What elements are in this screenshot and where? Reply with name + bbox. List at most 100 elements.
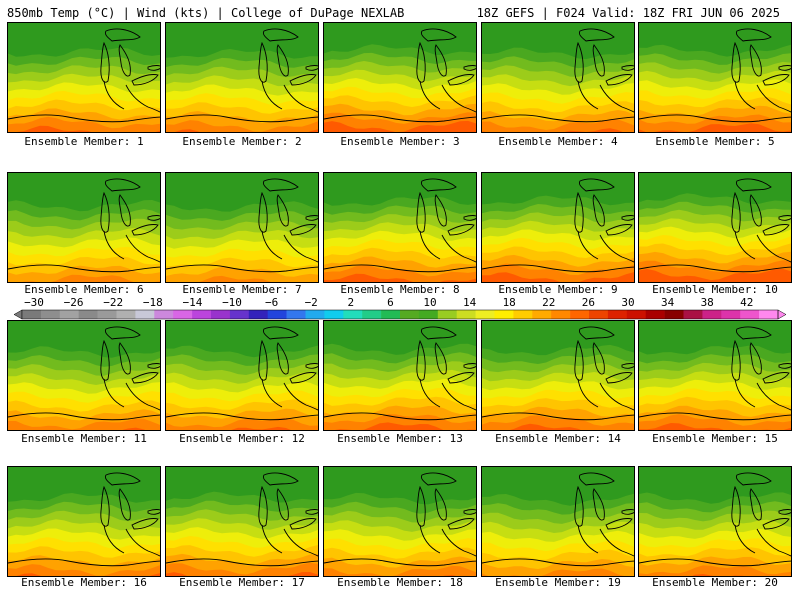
colorbar-tick-label: −14 bbox=[182, 296, 203, 309]
lake-outline bbox=[420, 178, 457, 192]
temperature-band bbox=[482, 272, 634, 282]
border-line bbox=[577, 524, 599, 554]
border-line bbox=[324, 114, 476, 123]
lake-outline bbox=[258, 339, 268, 381]
lake-outline bbox=[100, 485, 110, 527]
temperature-field bbox=[8, 173, 160, 282]
border-line bbox=[8, 264, 160, 273]
temperature-field bbox=[324, 321, 476, 430]
temperature-band bbox=[324, 414, 476, 430]
colorbar-tick-label: 14 bbox=[462, 296, 477, 309]
ensemble-member-map bbox=[638, 320, 792, 431]
temperature-field bbox=[324, 23, 476, 132]
ensemble-member-map bbox=[7, 466, 161, 577]
lake-outline bbox=[131, 224, 159, 236]
colorbar-swatch bbox=[664, 310, 684, 319]
lake-outline bbox=[749, 44, 762, 77]
lake-outline bbox=[104, 178, 141, 192]
lake-outline bbox=[778, 509, 791, 515]
temperature-field bbox=[482, 321, 634, 430]
border-line bbox=[324, 558, 476, 567]
border-line bbox=[8, 114, 160, 123]
lake-outline bbox=[147, 509, 160, 515]
border-line bbox=[283, 528, 318, 557]
border-line bbox=[734, 524, 756, 554]
border-line bbox=[756, 528, 791, 557]
border-line bbox=[756, 382, 791, 411]
lake-outline bbox=[592, 488, 605, 521]
temperature-band bbox=[639, 423, 791, 430]
temperature-band bbox=[199, 275, 271, 282]
lake-outline bbox=[420, 326, 457, 340]
lake-outline bbox=[578, 326, 615, 340]
border-line bbox=[103, 378, 125, 408]
lake-outline bbox=[735, 472, 772, 486]
valid-time: 18Z GEFS | F024 Valid: 18Z FRI JUN 06 20… bbox=[476, 6, 780, 20]
colorbar-swatch bbox=[494, 310, 514, 319]
ensemble-member-caption: Ensemble Member: 20 bbox=[652, 576, 778, 589]
ensemble-member-caption: Ensemble Member: 4 bbox=[498, 135, 618, 148]
ensemble-member-map bbox=[638, 466, 792, 577]
lake-outline bbox=[305, 363, 318, 369]
temperature-band bbox=[174, 129, 318, 132]
colorbar-swatch bbox=[135, 310, 155, 319]
ensemble-member-map bbox=[481, 172, 635, 283]
border-line bbox=[639, 264, 791, 273]
lake-outline bbox=[592, 342, 605, 375]
lake-outline bbox=[104, 28, 141, 42]
colorbar-tick-label: 18 bbox=[502, 296, 516, 309]
temperature-band bbox=[166, 266, 318, 282]
colorbar-tick-label: 42 bbox=[740, 296, 754, 309]
ensemble-member-map bbox=[481, 320, 635, 431]
temperature-field bbox=[8, 467, 160, 576]
colorbar-tick-label: −22 bbox=[103, 296, 124, 309]
temperature-band bbox=[166, 417, 318, 430]
border-line bbox=[441, 382, 476, 411]
border-line bbox=[639, 558, 791, 567]
border-line bbox=[8, 558, 160, 567]
colorbar-tick-label: 2 bbox=[347, 296, 355, 309]
lake-outline bbox=[463, 215, 476, 221]
colorbar-swatch bbox=[683, 310, 703, 319]
border-line bbox=[283, 382, 318, 411]
ensemble-member-map bbox=[7, 172, 161, 283]
lake-outline bbox=[420, 472, 457, 486]
lake-outline bbox=[578, 28, 615, 42]
ensemble-member-map bbox=[323, 466, 477, 577]
colorbar-swatch bbox=[22, 310, 42, 319]
lake-outline bbox=[420, 28, 457, 42]
colorbar-swatch bbox=[437, 310, 457, 319]
border-line bbox=[419, 378, 441, 408]
border-line bbox=[125, 528, 160, 557]
lake-outline bbox=[621, 215, 634, 221]
ensemble-member-caption: Ensemble Member: 14 bbox=[495, 432, 621, 445]
temperature-band bbox=[22, 274, 160, 282]
border-line bbox=[103, 80, 125, 110]
border-line bbox=[125, 382, 160, 411]
colorbar-swatch bbox=[759, 310, 779, 319]
lake-outline bbox=[447, 518, 475, 530]
colorbar-swatch bbox=[513, 310, 533, 319]
colorbar-swatch bbox=[192, 310, 212, 319]
lake-outline bbox=[262, 178, 299, 192]
lake-outline bbox=[447, 372, 475, 384]
temperature-band bbox=[482, 415, 634, 430]
lake-outline bbox=[749, 342, 762, 375]
lake-outline bbox=[289, 372, 317, 384]
colorbar-tick-label: −18 bbox=[142, 296, 163, 309]
border-line bbox=[419, 230, 441, 260]
colorbar-swatch bbox=[154, 310, 174, 319]
border-line bbox=[441, 528, 476, 557]
ensemble-member-caption: Ensemble Member: 3 bbox=[340, 135, 460, 148]
temperature-band bbox=[692, 574, 744, 576]
lake-outline bbox=[305, 65, 318, 71]
temperature-field bbox=[8, 23, 160, 132]
temperature-band bbox=[639, 268, 791, 282]
border-line bbox=[125, 84, 160, 113]
ensemble-member-map bbox=[7, 22, 161, 133]
lake-outline bbox=[578, 178, 615, 192]
ensemble-member-caption: Ensemble Member: 12 bbox=[179, 432, 305, 445]
lake-outline bbox=[592, 44, 605, 77]
ensemble-member-caption: Ensemble Member: 6 bbox=[24, 283, 144, 296]
lake-outline bbox=[592, 194, 605, 227]
